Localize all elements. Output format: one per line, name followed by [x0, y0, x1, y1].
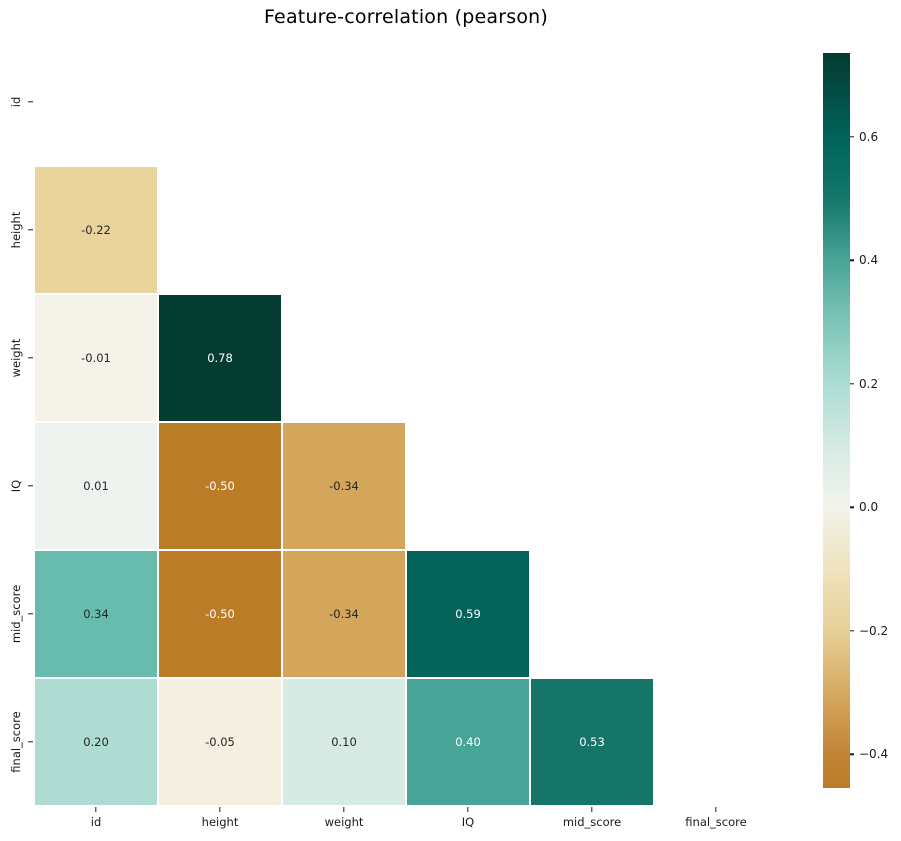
- cell-weight-height: 0.78: [158, 294, 282, 422]
- colorbar-tick-label: −0.4: [859, 747, 889, 762]
- colorbar-tick-label: 0.4: [859, 253, 879, 268]
- cell-finalscore-id: 0.20: [34, 678, 158, 806]
- colorbar: 0.6 0.4 0.2 0.0 −0.2 −0.4: [823, 53, 888, 788]
- colorbar-tick-label: 0.2: [859, 376, 879, 391]
- colorbar-tick-label: 0.6: [859, 129, 879, 144]
- cell-iq-id: 0.01: [34, 422, 158, 550]
- chart-title: Feature-correlation (pearson): [263, 6, 549, 28]
- x-axis-label-id: id: [90, 815, 102, 829]
- cell-midscore-height: -0.50: [158, 550, 282, 678]
- y-axis-label-midscore: mid_score: [9, 584, 23, 644]
- y-axis-label-id: id: [9, 96, 23, 108]
- cell-midscore-weight: -0.34: [282, 550, 406, 678]
- x-tick-mark: [715, 807, 717, 812]
- cell-midscore-id: 0.34: [34, 550, 158, 678]
- cell-finalscore-height: -0.05: [158, 678, 282, 806]
- x-tick-mark: [591, 807, 593, 812]
- cell-finalscore-weight: 0.10: [282, 678, 406, 806]
- colorbar-tick-label: −0.2: [859, 623, 889, 638]
- colorbar-gradient: [823, 53, 850, 788]
- y-tick-mark: [28, 357, 33, 359]
- colorbar-tick-mark: [850, 506, 854, 508]
- x-tick-mark: [95, 807, 97, 812]
- x-axis-label-iq: IQ: [461, 815, 475, 829]
- colorbar-tick-mark: [850, 383, 854, 385]
- cell-finalscore-midscore: 0.53: [530, 678, 654, 806]
- colorbar-tick-mark: [850, 259, 854, 261]
- colorbar-tick-mark: [850, 136, 854, 138]
- y-tick-mark: [28, 229, 33, 231]
- x-axis-label-height: height: [201, 815, 239, 829]
- cell-midscore-iq: 0.59: [406, 550, 530, 678]
- cell-finalscore-iq: 0.40: [406, 678, 530, 806]
- heatmap-grid: -0.22 -0.01 0.78 0.01 -0.50 -0.34 0.34 -…: [9, 38, 778, 829]
- y-axis-label-weight: weight: [9, 338, 23, 378]
- y-tick-mark: [28, 613, 33, 615]
- cell-height-id: -0.22: [34, 166, 158, 294]
- x-tick-mark: [343, 807, 345, 812]
- x-axis-label-weight: weight: [324, 815, 364, 829]
- y-axis-label-height: height: [9, 211, 23, 249]
- cell-weight-id: -0.01: [34, 294, 158, 422]
- x-tick-mark: [467, 807, 469, 812]
- colorbar-tick-mark: [850, 753, 854, 755]
- cell-iq-weight: -0.34: [282, 422, 406, 550]
- colorbar-tick-label: 0.0: [859, 500, 879, 515]
- x-tick-mark: [219, 807, 221, 812]
- x-axis-label-midscore: mid_score: [562, 815, 622, 829]
- y-tick-mark: [28, 485, 33, 487]
- y-axis-label-iq: IQ: [9, 479, 23, 493]
- y-axis-label-finalscore: final_score: [9, 711, 23, 773]
- cell-iq-height: -0.50: [158, 422, 282, 550]
- x-axis-label-finalscore: final_score: [685, 815, 747, 829]
- y-tick-mark: [28, 101, 33, 103]
- colorbar-tick-mark: [850, 630, 854, 632]
- y-tick-mark: [28, 741, 33, 743]
